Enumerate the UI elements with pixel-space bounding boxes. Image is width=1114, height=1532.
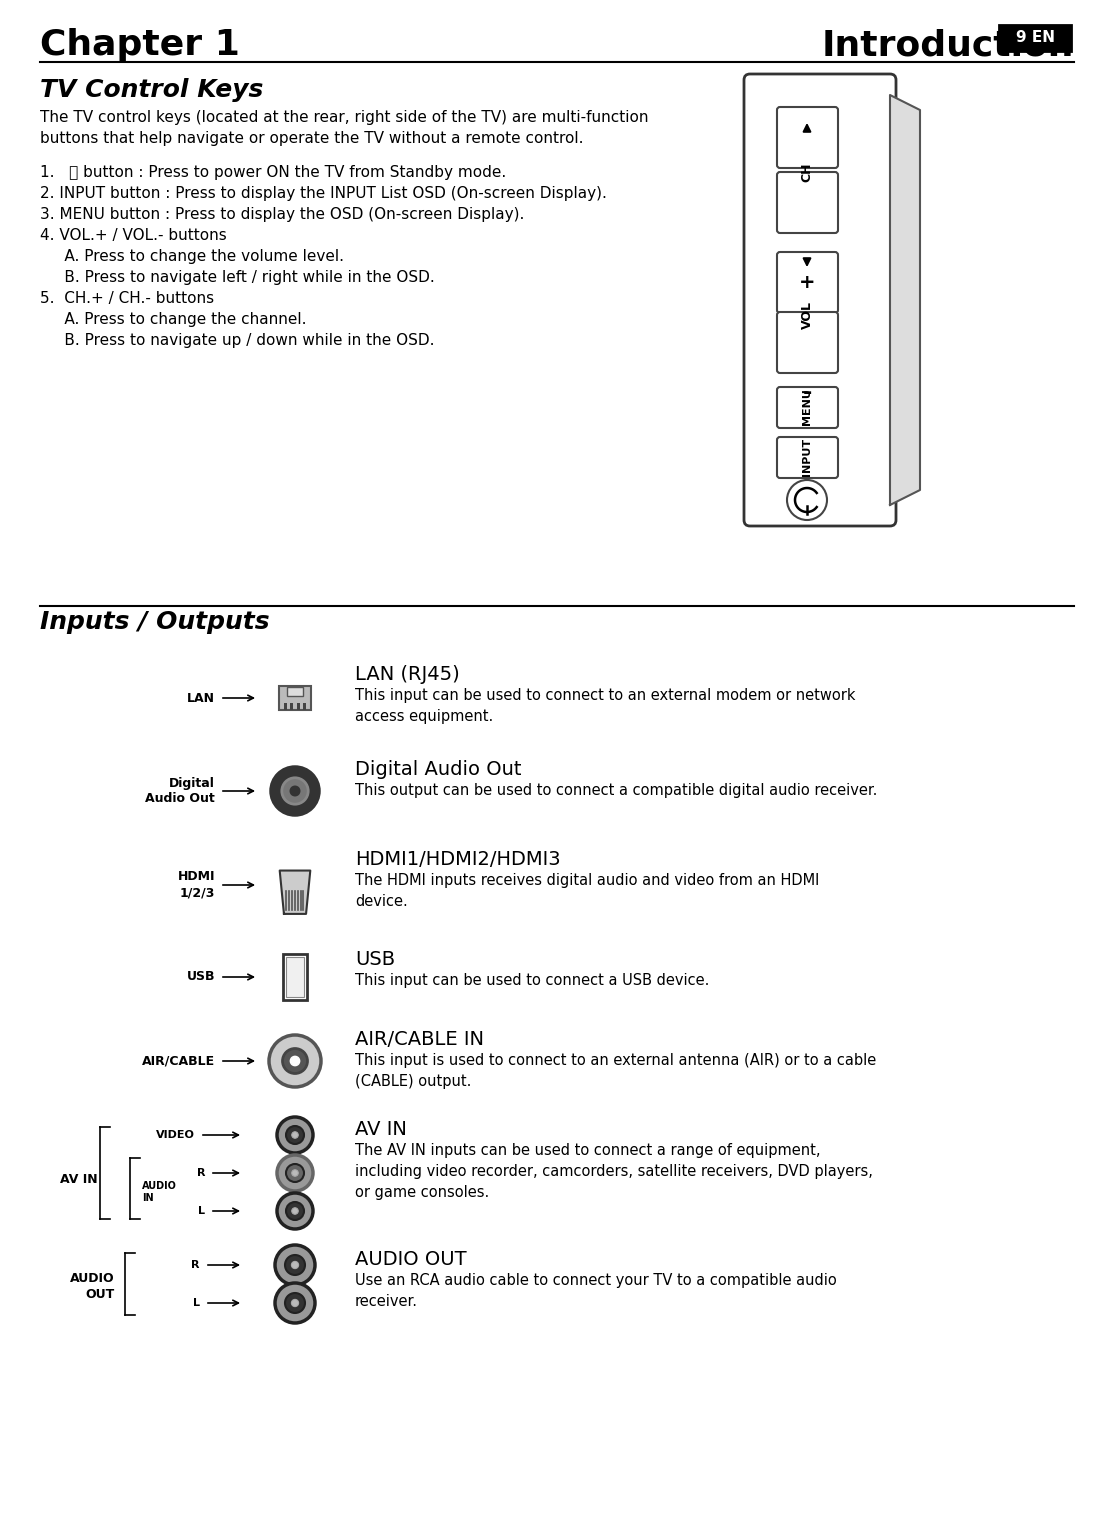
Text: This input is used to connect to an external antenna (AIR) or to a cable
(CABLE): This input is used to connect to an exte… bbox=[355, 1052, 877, 1089]
FancyBboxPatch shape bbox=[776, 313, 838, 372]
Circle shape bbox=[285, 1255, 305, 1275]
Polygon shape bbox=[280, 870, 311, 915]
Text: 9 EN: 9 EN bbox=[1016, 31, 1055, 46]
Text: LAN: LAN bbox=[187, 691, 215, 705]
Text: R: R bbox=[192, 1259, 201, 1270]
Text: +: + bbox=[799, 274, 815, 293]
Text: CH: CH bbox=[801, 162, 813, 182]
Circle shape bbox=[292, 1299, 299, 1307]
FancyBboxPatch shape bbox=[776, 107, 838, 169]
Text: Introduction: Introduction bbox=[821, 28, 1074, 61]
Circle shape bbox=[283, 1048, 307, 1074]
Text: AV IN: AV IN bbox=[355, 1120, 407, 1138]
Text: AUDIO
IN: AUDIO IN bbox=[141, 1181, 177, 1203]
Text: HDMI
1/2/3: HDMI 1/2/3 bbox=[177, 870, 215, 899]
Text: USB: USB bbox=[186, 970, 215, 984]
Text: 1.   ⏻ button : Press to power ON the TV from Standby mode.: 1. ⏻ button : Press to power ON the TV f… bbox=[40, 165, 506, 179]
Text: MENU: MENU bbox=[802, 389, 812, 426]
Text: R: R bbox=[196, 1167, 205, 1178]
Text: LAN (RJ45): LAN (RJ45) bbox=[355, 665, 460, 683]
Circle shape bbox=[292, 1261, 299, 1268]
FancyBboxPatch shape bbox=[776, 172, 838, 233]
Bar bbox=[287, 688, 303, 696]
Text: AUDIO
OUT: AUDIO OUT bbox=[70, 1273, 115, 1302]
FancyBboxPatch shape bbox=[744, 74, 896, 525]
Circle shape bbox=[286, 1203, 304, 1219]
Text: AUDIO OUT: AUDIO OUT bbox=[355, 1250, 467, 1268]
Text: This output can be used to connect a compatible digital audio receiver.: This output can be used to connect a com… bbox=[355, 783, 878, 798]
Polygon shape bbox=[890, 95, 920, 506]
Circle shape bbox=[277, 1193, 313, 1229]
Text: The HDMI inputs receives digital audio and video from an HDMI
device.: The HDMI inputs receives digital audio a… bbox=[355, 873, 820, 908]
Text: This input can be used to connect a USB device.: This input can be used to connect a USB … bbox=[355, 973, 710, 988]
Text: TV Control Keys: TV Control Keys bbox=[40, 78, 263, 103]
Circle shape bbox=[291, 1057, 300, 1066]
Text: Chapter 1: Chapter 1 bbox=[40, 28, 240, 61]
Text: AIR/CABLE: AIR/CABLE bbox=[141, 1054, 215, 1068]
Bar bbox=[999, 25, 1071, 51]
Text: VOL: VOL bbox=[801, 300, 813, 329]
Text: Use an RCA audio cable to connect your TV to a compatible audio
receiver.: Use an RCA audio cable to connect your T… bbox=[355, 1273, 837, 1308]
Circle shape bbox=[291, 786, 300, 795]
Text: 2. INPUT button : Press to display the INPUT List OSD (On-screen Display).: 2. INPUT button : Press to display the I… bbox=[40, 185, 607, 201]
Text: The TV control keys (located at the rear, right side of the TV) are multi-functi: The TV control keys (located at the rear… bbox=[40, 110, 648, 146]
Circle shape bbox=[292, 1132, 299, 1138]
Text: VIDEO: VIDEO bbox=[156, 1131, 195, 1140]
Bar bbox=[286, 958, 304, 997]
Text: HDMI1/HDMI2/HDMI3: HDMI1/HDMI2/HDMI3 bbox=[355, 850, 560, 869]
Circle shape bbox=[275, 1282, 315, 1324]
Text: 5.  CH.+ / CH.- buttons: 5. CH.+ / CH.- buttons bbox=[40, 291, 214, 306]
Circle shape bbox=[286, 1164, 304, 1183]
Circle shape bbox=[292, 1170, 299, 1177]
Text: B. Press to navigate left / right while in the OSD.: B. Press to navigate left / right while … bbox=[40, 270, 434, 285]
FancyBboxPatch shape bbox=[776, 388, 838, 427]
Text: Inputs / Outputs: Inputs / Outputs bbox=[40, 610, 270, 634]
Text: USB: USB bbox=[355, 950, 395, 970]
FancyBboxPatch shape bbox=[776, 251, 838, 313]
Bar bbox=[283, 954, 307, 1000]
Circle shape bbox=[277, 1155, 313, 1190]
Circle shape bbox=[271, 768, 319, 815]
Text: Digital
Audio Out: Digital Audio Out bbox=[145, 777, 215, 806]
Bar bbox=[284, 703, 287, 709]
Circle shape bbox=[282, 778, 309, 804]
Text: A. Press to change the channel.: A. Press to change the channel. bbox=[40, 313, 306, 326]
Text: A. Press to change the volume level.: A. Press to change the volume level. bbox=[40, 250, 344, 264]
Text: L: L bbox=[198, 1206, 205, 1216]
Text: INPUT: INPUT bbox=[802, 438, 812, 476]
Bar bbox=[291, 703, 293, 709]
Text: L: L bbox=[193, 1298, 201, 1308]
Text: AV IN: AV IN bbox=[60, 1174, 98, 1186]
Circle shape bbox=[275, 1246, 315, 1285]
Circle shape bbox=[292, 1207, 299, 1215]
Text: 3. MENU button : Press to display the OSD (On-screen Display).: 3. MENU button : Press to display the OS… bbox=[40, 207, 525, 222]
Circle shape bbox=[786, 480, 827, 519]
Circle shape bbox=[277, 1117, 313, 1154]
Text: The AV IN inputs can be used to connect a range of equipment,
including video re: The AV IN inputs can be used to connect … bbox=[355, 1143, 873, 1200]
Bar bbox=[278, 686, 311, 709]
Text: This input can be used to connect to an external modem or network
access equipme: This input can be used to connect to an … bbox=[355, 688, 856, 725]
Circle shape bbox=[286, 1126, 304, 1144]
Text: -: - bbox=[802, 383, 812, 403]
Circle shape bbox=[268, 1036, 321, 1088]
FancyBboxPatch shape bbox=[776, 437, 838, 478]
Circle shape bbox=[285, 1293, 305, 1313]
Text: B. Press to navigate up / down while in the OSD.: B. Press to navigate up / down while in … bbox=[40, 332, 434, 348]
Text: 4. VOL.+ / VOL.- buttons: 4. VOL.+ / VOL.- buttons bbox=[40, 228, 227, 244]
Text: Digital Audio Out: Digital Audio Out bbox=[355, 760, 521, 778]
Text: AIR/CABLE IN: AIR/CABLE IN bbox=[355, 1030, 483, 1049]
Bar bbox=[296, 703, 300, 709]
Bar bbox=[303, 703, 306, 709]
